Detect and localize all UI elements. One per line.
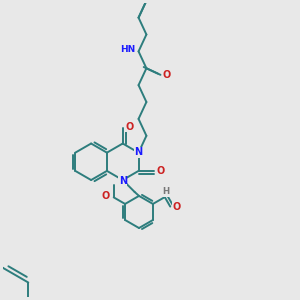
Text: N: N xyxy=(134,147,142,157)
Text: N: N xyxy=(119,176,127,186)
Text: O: O xyxy=(125,122,133,131)
Text: O: O xyxy=(102,191,110,201)
Text: O: O xyxy=(156,166,165,176)
Text: O: O xyxy=(172,202,181,212)
Text: HN: HN xyxy=(120,44,136,53)
Text: O: O xyxy=(162,70,170,80)
Text: H: H xyxy=(163,187,170,196)
